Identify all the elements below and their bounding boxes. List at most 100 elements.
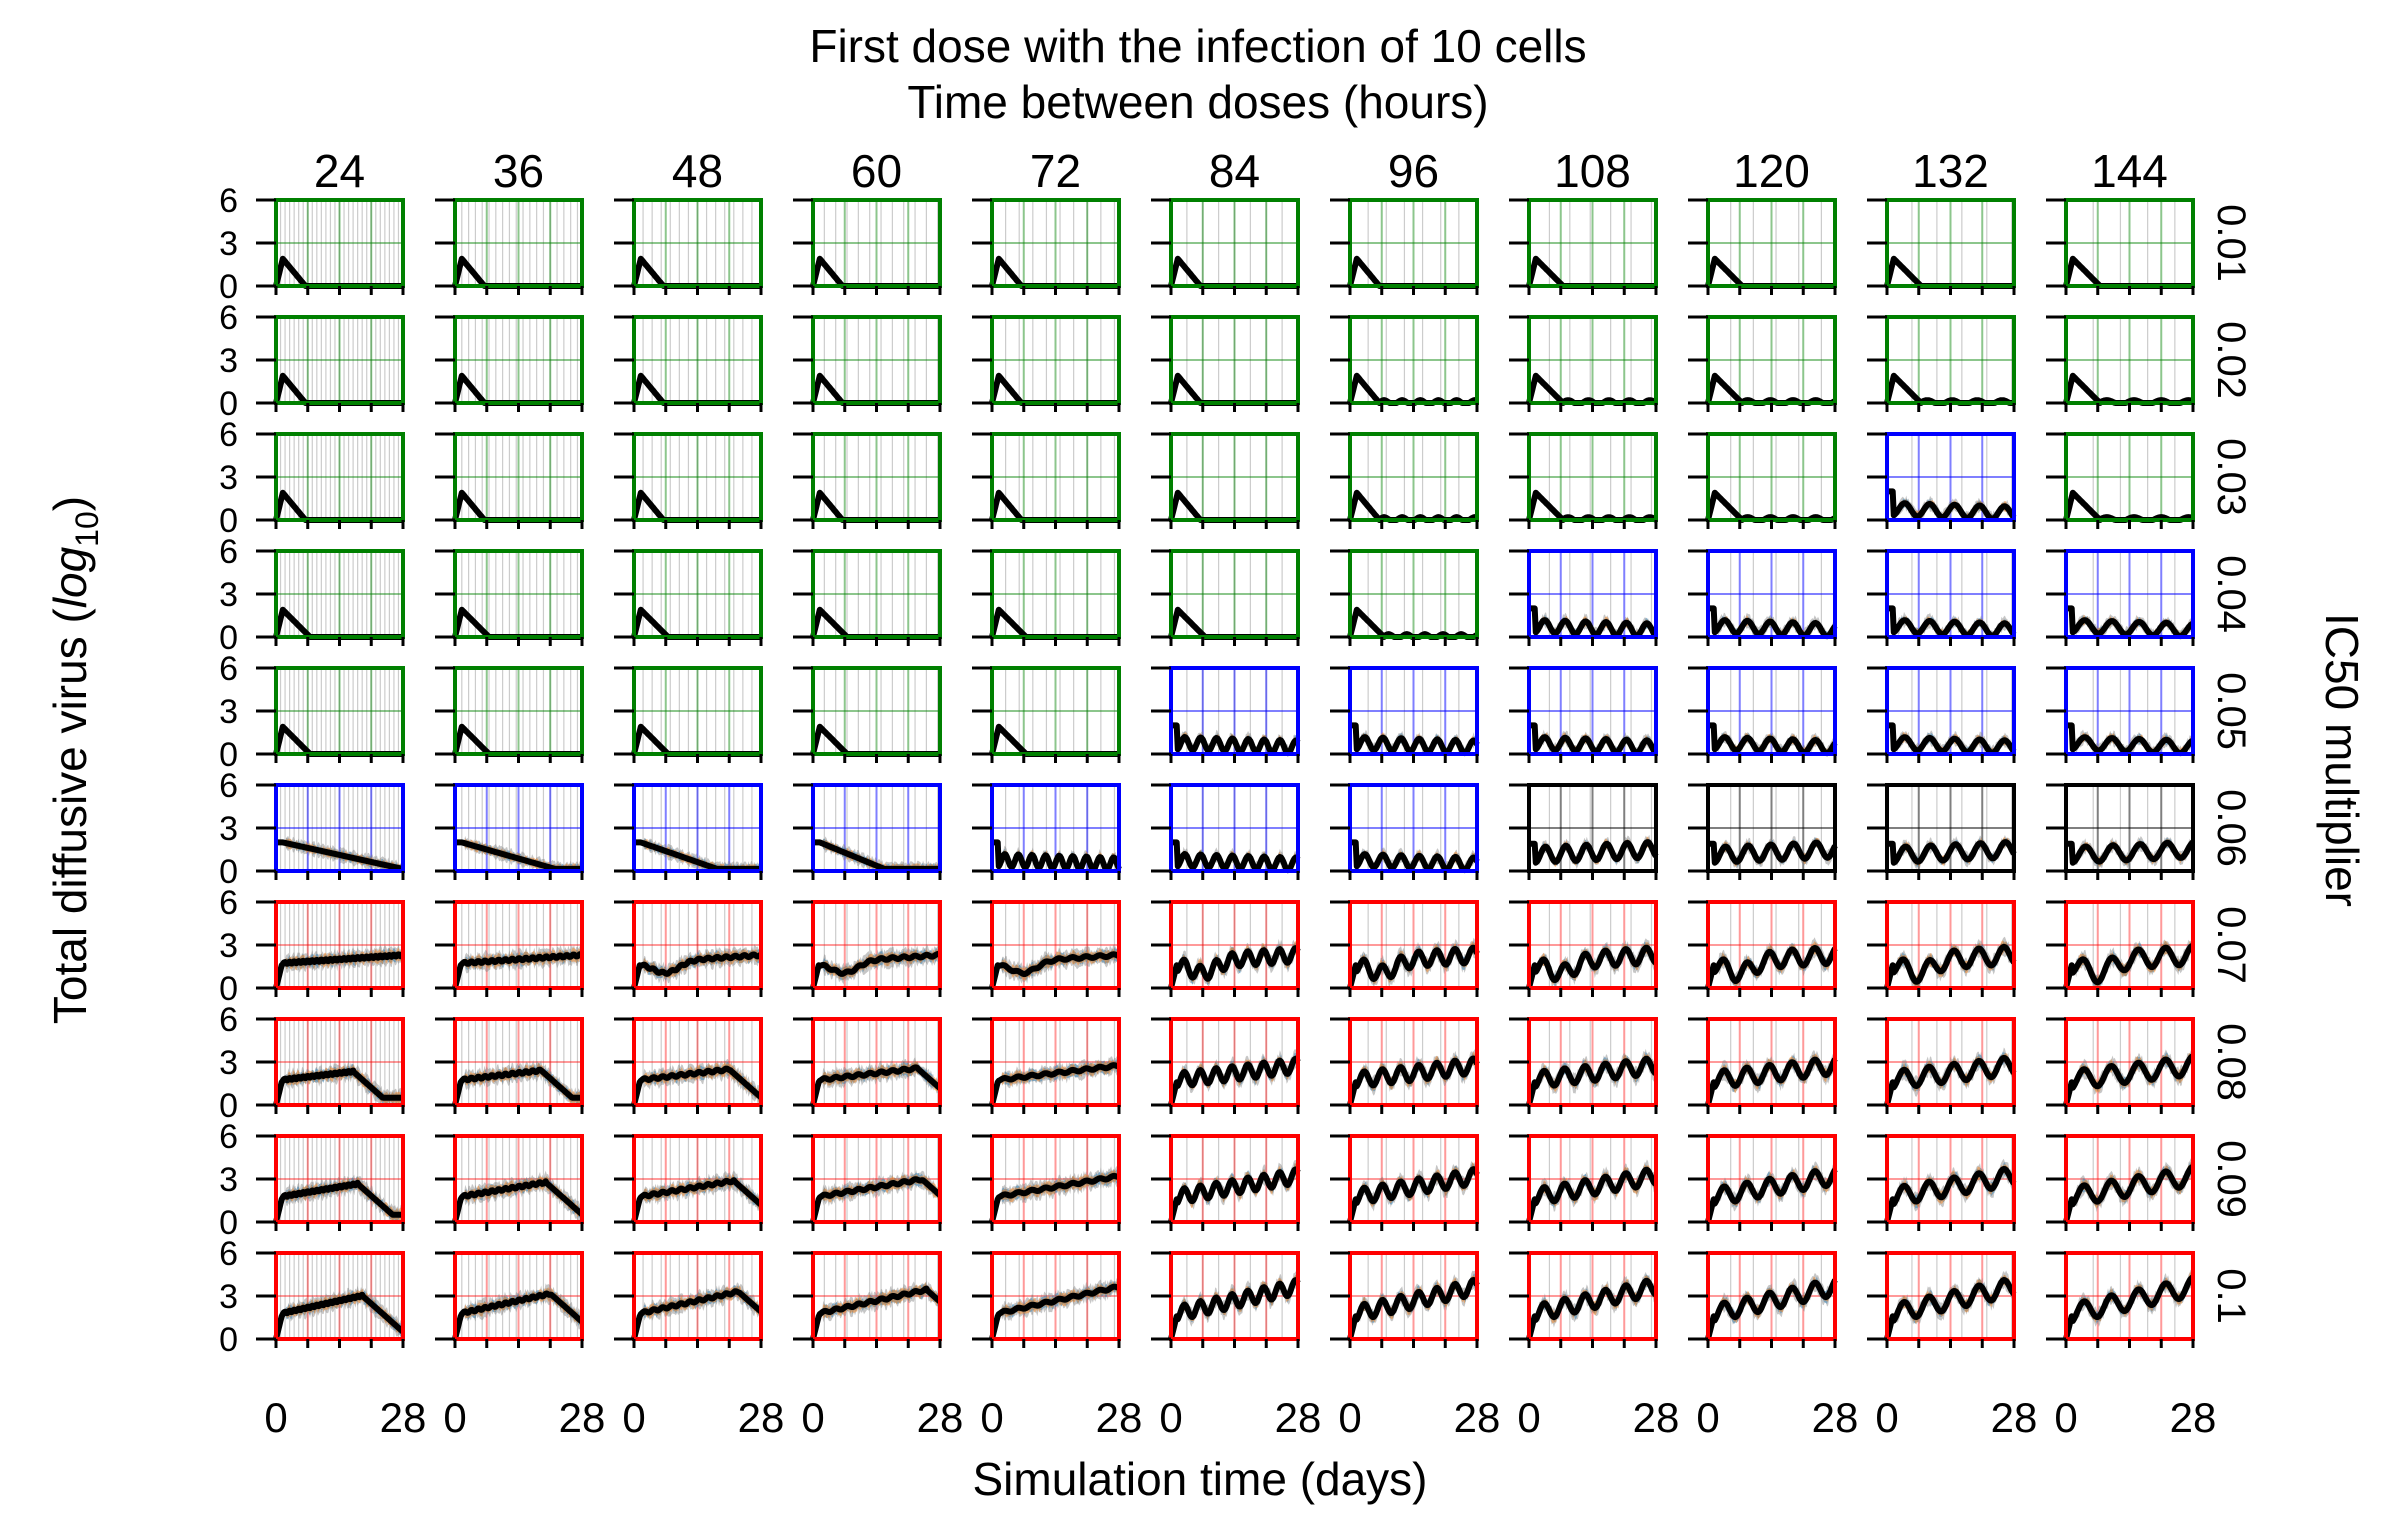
panel-ic50-0.06-interval-144 [2046, 783, 2196, 880]
y-tick-label: 0 [219, 736, 238, 774]
panel-ic50-0.02-interval-132 [1867, 315, 2016, 412]
panel-ic50-0.1-interval-120 [1688, 1251, 1838, 1348]
column-label-72: 72 [1030, 145, 1081, 197]
x-tick-label: 28 [738, 1394, 785, 1441]
mean-trajectory-line [1169, 839, 1301, 874]
chart-subtitle: Time between doses (hours) [907, 76, 1488, 128]
panel-ic50-0.06-interval-24 [256, 783, 405, 880]
uncertainty-band [455, 838, 582, 871]
panel-ic50-0.07-interval-108 [1509, 900, 1658, 997]
panel-ic50-0.09-interval-132 [1867, 1134, 2017, 1231]
mean-trajectory-line [1527, 839, 1659, 866]
mean-trajectory-line [989, 1283, 1121, 1340]
x-tick-label: 0 [622, 1394, 645, 1441]
x-tick-label: 28 [1633, 1394, 1680, 1441]
panel-ic50-0.05-interval-144 [2046, 666, 2195, 763]
uncertainty-band [634, 1174, 761, 1222]
panel-ic50-0.02-interval-72 [972, 315, 1121, 412]
mean-trajectory-line [632, 839, 763, 872]
panel-ic50-0.07-interval-96 [1330, 900, 1480, 997]
mean-trajectory-line [452, 1290, 585, 1340]
mean-trajectory-line [1884, 1277, 2017, 1340]
mean-trajectory-line [2063, 1163, 2195, 1223]
column-label-84: 84 [1209, 145, 1260, 197]
y-tick-label: 3 [219, 459, 238, 497]
panel-ic50-0.01-interval-96 [1330, 198, 1479, 295]
column-label-132: 132 [1912, 145, 1989, 197]
y-tick-label: 6 [219, 533, 238, 571]
mean-trajectory-line [989, 1172, 1121, 1223]
mean-trajectory-line [1347, 1277, 1480, 1340]
row-label-0.03: 0.03 [2209, 438, 2253, 516]
mean-trajectory-line [631, 1065, 764, 1106]
y-tick-label: 6 [219, 416, 238, 454]
mean-trajectory-line [1705, 1056, 1838, 1106]
panel-ic50-0.1-interval-48 [614, 1251, 764, 1348]
panel-ic50-0.04-interval-60 [793, 549, 942, 646]
mean-trajectory-line [452, 1178, 585, 1223]
x-tick-label: 28 [1275, 1394, 1322, 1441]
mean-trajectory-line [1168, 1277, 1301, 1340]
panel-ic50-0.01-interval-36 [435, 198, 584, 295]
uncertainty-band [455, 1059, 582, 1105]
column-label-120: 120 [1733, 145, 1810, 197]
mean-trajectory-line [2064, 722, 2195, 757]
row-label-0.06: 0.06 [2209, 789, 2253, 867]
panel-ic50-0.04-interval-120 [1688, 549, 1838, 646]
panel-ic50-0.04-interval-144 [2046, 549, 2195, 646]
mean-trajectory-line [989, 1062, 1121, 1106]
panel-ic50-0.03-interval-132 [1867, 432, 2017, 529]
panel-ic50-0.08-interval-36 [435, 1017, 584, 1114]
y-tick-label: 0 [219, 1321, 238, 1359]
panel-ic50-0.05-interval-48 [614, 666, 763, 763]
x-tick-label: 28 [559, 1394, 606, 1441]
uncertainty-band [276, 1285, 403, 1339]
panel-ic50-0.05-interval-72 [972, 666, 1121, 763]
mean-trajectory-line [1348, 722, 1480, 757]
panel-ic50-0.06-interval-132 [1867, 783, 2017, 880]
uncertainty-band [1708, 1276, 1835, 1339]
panel-ic50-0.05-interval-108 [1509, 666, 1659, 763]
y-tick-label: 6 [219, 182, 238, 220]
panel-ic50-0.02-interval-48 [614, 315, 763, 412]
panel-ic50-0.07-interval-72 [972, 900, 1121, 997]
x-tick-label: 28 [1812, 1394, 1859, 1441]
panel-ic50-0.01-interval-108 [1509, 198, 1658, 295]
panel-ic50-0.06-interval-48 [614, 783, 763, 880]
mean-trajectory-line [1885, 839, 2017, 866]
mean-trajectory-line [1705, 1168, 1838, 1223]
panel-ic50-0.02-interval-36 [435, 315, 584, 412]
panel-ic50-0.04-interval-108 [1509, 549, 1659, 646]
panel-ic50-0.07-interval-60 [793, 900, 942, 997]
mean-trajectory-line [1706, 605, 1838, 640]
mean-trajectory-line [1526, 1277, 1658, 1340]
mean-trajectory-line [1705, 945, 1838, 989]
mean-trajectory-line [2063, 1053, 2195, 1106]
panel-ic50-0.07-interval-24 [256, 900, 405, 997]
x-tick-label: 28 [1096, 1394, 1143, 1441]
mean-trajectory-line [810, 1285, 943, 1340]
x-tick-label: 0 [801, 1394, 824, 1441]
panel-ic50-0.09-interval-108 [1509, 1134, 1658, 1231]
mean-trajectory-line [1705, 1278, 1838, 1340]
y-tick-label: 0 [219, 1204, 238, 1242]
y-tick-label: 0 [219, 1087, 238, 1125]
y-tick-label: 3 [219, 1161, 238, 1199]
row-label-0.08: 0.08 [2209, 1023, 2253, 1101]
y-tick-label: 6 [219, 1118, 238, 1156]
panel-ic50-0.06-interval-36 [435, 783, 584, 880]
x-tick-label: 0 [1338, 1394, 1361, 1441]
panel-ic50-0.08-interval-120 [1688, 1017, 1838, 1114]
mean-trajectory-line [1169, 722, 1301, 757]
uncertainty-band [1708, 1276, 1835, 1339]
mean-trajectory-line [273, 1179, 405, 1223]
x-axis-label: Simulation time (days) [972, 1453, 1427, 1505]
y-axis-label-log: log [44, 546, 96, 608]
uncertainty-band [634, 837, 761, 871]
panel-ic50-0.05-interval-132 [1867, 666, 2017, 763]
row-label-0.09: 0.09 [2209, 1140, 2253, 1218]
panel-ic50-0.02-interval-60 [793, 315, 942, 412]
row-label-0.02: 0.02 [2209, 321, 2253, 399]
panel-ic50-0.09-interval-60 [793, 1134, 943, 1231]
